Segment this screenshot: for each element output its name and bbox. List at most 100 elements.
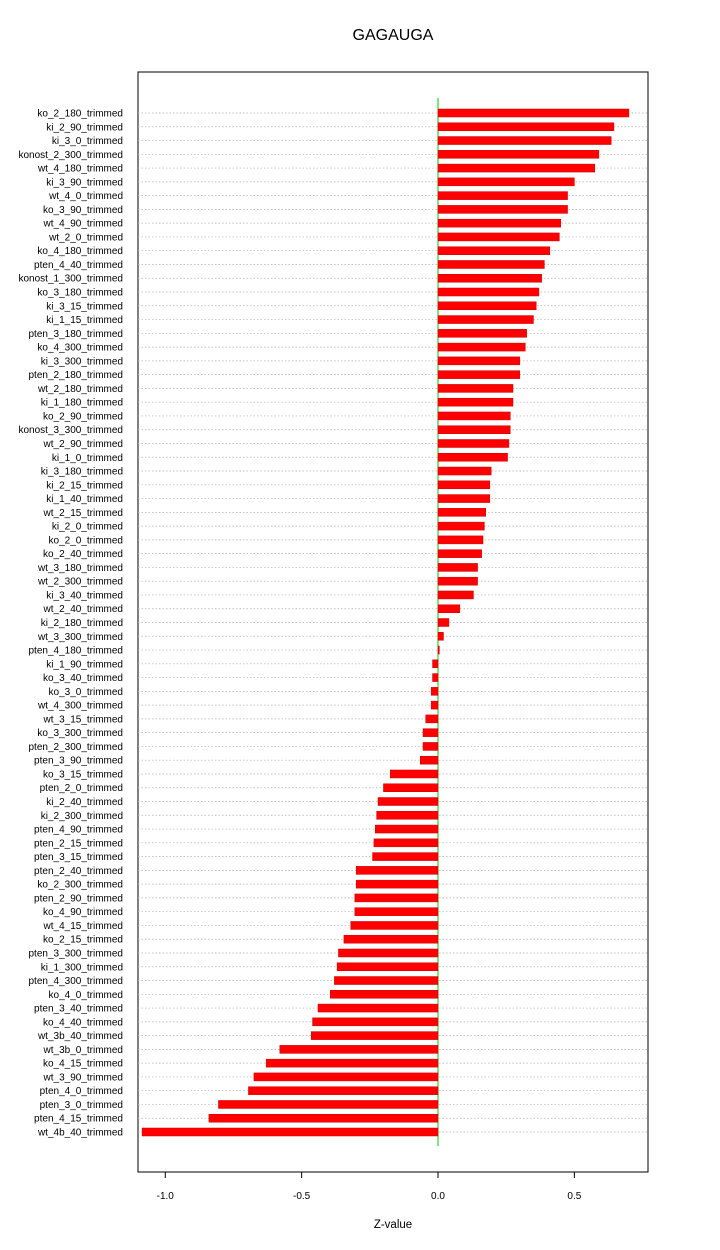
bar [376, 811, 439, 820]
category-label: ko_3_300_trimmed [37, 728, 123, 739]
bar [248, 1086, 439, 1095]
bar [425, 714, 439, 724]
bar [437, 342, 526, 352]
category-label: ki_1_40_trimmed [46, 494, 123, 505]
bar [338, 948, 439, 958]
bar [437, 246, 551, 255]
category-label: ko_3_40_trimmed [43, 673, 123, 684]
bar [437, 453, 508, 462]
category-labels: ko_2_180_trimmed ki_2_90_trimmed ki_3_0_tr… [18, 109, 123, 1139]
category-label: ko_3_15_trimmed [43, 769, 123, 780]
category-label: pten_4_40_trimmed [34, 260, 123, 271]
bar [437, 397, 514, 407]
category-label: wt_4_300_trimmed [37, 701, 123, 712]
bar [430, 687, 439, 696]
bar [437, 136, 612, 145]
category-label: ko_2_300_trimmed [37, 880, 123, 891]
bar [437, 177, 575, 187]
category-label: wt_2_180_trimmed [37, 384, 123, 395]
bar [437, 260, 545, 269]
category-label: ko_2_40_trimmed [43, 549, 123, 560]
bar [430, 700, 439, 710]
category-label: ko_4_90_trimmed [43, 907, 123, 918]
category-label: ki_3_15_trimmed [46, 301, 123, 312]
category-label: pten_2_15_trimmed [34, 838, 123, 849]
bar [420, 755, 439, 765]
bar [437, 521, 485, 531]
category-label: wt_3_300_trimmed [37, 632, 123, 643]
bar [354, 893, 439, 903]
category-label: pten_4_90_trimmed [34, 825, 123, 836]
x-tick-label: -1.0 [157, 1191, 175, 1202]
category-label: ko_4_180_trimmed [37, 246, 123, 257]
bar [437, 122, 615, 132]
bar [383, 783, 439, 792]
category-label: ko_3_0_trimmed [49, 687, 123, 698]
bar [330, 990, 439, 999]
bar [437, 315, 534, 324]
bar [317, 1003, 439, 1013]
category-label: ki_2_15_trimmed [46, 480, 123, 491]
bar [437, 576, 478, 586]
category-label: pten_2_300_trimmed [28, 742, 123, 753]
bar [437, 425, 511, 434]
category-label: ki_1_15_trimmed [46, 315, 123, 326]
category-label: ki_1_300_trimmed [41, 962, 123, 973]
bar [437, 645, 440, 655]
category-label: pten_3_40_trimmed [34, 1004, 123, 1015]
chart-title: GAGAUGA [353, 27, 434, 44]
bar [253, 1072, 439, 1082]
category-label: pten_3_300_trimmed [28, 948, 123, 959]
category-label: ko_2_15_trimmed [43, 935, 123, 946]
bar [422, 742, 439, 751]
bar [437, 191, 568, 200]
category-label: wt_2_300_trimmed [37, 577, 123, 588]
category-label: ki_2_90_trimmed [46, 122, 123, 133]
bar [310, 1031, 439, 1040]
category-label: wt_3_180_trimmed [37, 563, 123, 574]
category-label: konost_2_300_trimmed [18, 150, 123, 161]
bar [355, 866, 439, 875]
category-label: ko_2_0_trimmed [49, 535, 123, 546]
bar [437, 494, 491, 503]
category-label: pten_4_0_trimmed [40, 1086, 123, 1097]
category-label: ki_3_40_trimmed [46, 590, 123, 601]
category-label: ko_2_90_trimmed [43, 411, 123, 422]
bar [437, 205, 568, 214]
bar [437, 329, 527, 338]
bar [279, 1045, 439, 1054]
bar [334, 976, 439, 985]
bar [437, 439, 510, 448]
category-label: ki_2_0_trimmed [52, 522, 123, 533]
bar [437, 163, 596, 173]
bar [437, 150, 600, 159]
category-label: pten_4_180_trimmed [28, 646, 123, 657]
bar [437, 604, 461, 613]
category-label: konost_3_300_trimmed [18, 425, 123, 436]
x-axis-title: Z-value [374, 1219, 412, 1231]
category-label: wt_2_90_trimmed [43, 439, 123, 450]
category-label: pten_3_15_trimmed [34, 852, 123, 863]
bar [265, 1058, 439, 1068]
category-label: ki_1_180_trimmed [41, 398, 123, 409]
category-label: konost_1_300_trimmed [18, 274, 123, 285]
category-label: wt_3b_40_trimmed [37, 1031, 123, 1042]
bar [350, 921, 439, 930]
category-label: ko_2_180_trimmed [37, 109, 123, 120]
bar [141, 1127, 439, 1137]
bar [432, 659, 439, 669]
bar [375, 824, 439, 834]
category-label: pten_3_180_trimmed [28, 329, 123, 340]
bar [437, 535, 484, 545]
bar [422, 728, 439, 737]
bar [437, 287, 540, 297]
bar [437, 384, 514, 393]
category-label: ki_3_180_trimmed [41, 467, 123, 478]
bar [208, 1113, 439, 1123]
plot-frame [137, 71, 649, 1173]
bar [372, 852, 439, 861]
category-label: pten_3_90_trimmed [34, 756, 123, 767]
category-label: ki_1_90_trimmed [46, 659, 123, 670]
